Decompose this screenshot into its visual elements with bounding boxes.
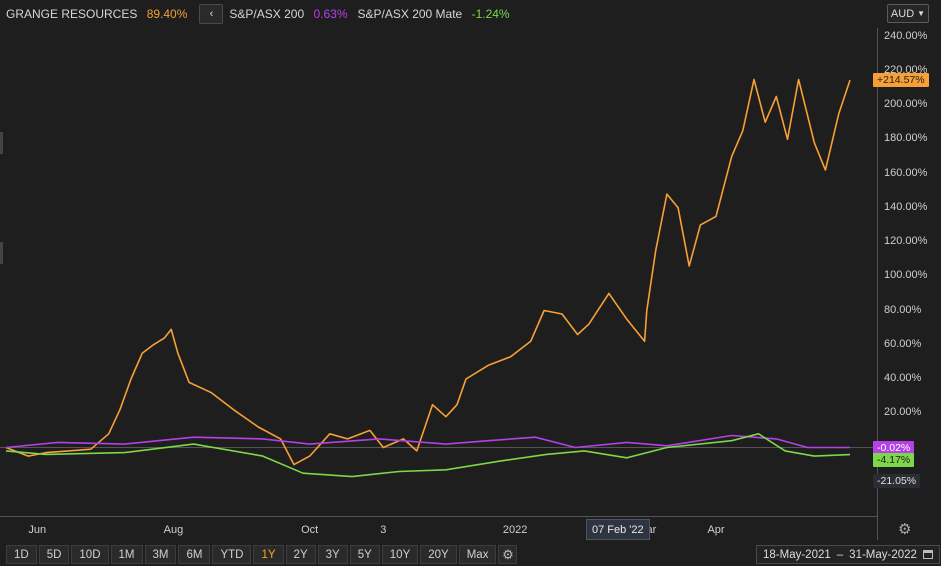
date-range-start: 18-May-2021	[763, 548, 831, 561]
date-range-separator: –	[836, 548, 844, 561]
x-tick-label: 3	[380, 524, 387, 536]
legend-name: GRANGE RESOURCES	[6, 7, 138, 21]
range-button-3m[interactable]: 3M	[144, 545, 177, 564]
legend: GRANGE RESOURCES 89.40% ‹ S&P/ASX 200 0.…	[6, 3, 510, 25]
x-tick-label: Aug	[163, 524, 184, 536]
crosshair-date-label: 07 Feb '22	[586, 519, 650, 540]
x-tick-label: Jun	[28, 524, 47, 536]
value-badge: -21.05%	[873, 474, 921, 488]
range-button-10d[interactable]: 10D	[71, 545, 109, 564]
legend-value: -1.24%	[471, 7, 510, 21]
y-axis-line	[877, 28, 878, 540]
range-button-5d[interactable]: 5D	[38, 545, 70, 564]
range-button-ytd[interactable]: YTD	[212, 545, 252, 564]
legend-item-grange[interactable]: GRANGE RESOURCES 89.40%	[6, 7, 187, 21]
series-layer	[5, 78, 851, 478]
range-button-1y[interactable]: 1Y	[253, 545, 284, 564]
range-button-2y[interactable]: 2Y	[285, 545, 316, 564]
range-button-1m[interactable]: 1M	[110, 545, 143, 564]
range-button-6m[interactable]: 6M	[178, 545, 211, 564]
currency-select[interactable]: AUD ▼	[887, 4, 929, 23]
legend-value: 0.63%	[313, 7, 348, 21]
y-tick-label: 180.00%	[884, 132, 928, 145]
legend-item-asx200-materials[interactable]: S&P/ASX 200 Mate -1.24%	[358, 7, 510, 21]
legend-value: 89.40%	[146, 7, 188, 21]
y-tick-label: 60.00%	[884, 337, 922, 350]
legend-item-asx200[interactable]: S&P/ASX 200 0.63%	[229, 7, 347, 21]
range-selector: 1D 5D 10D 1M 3M 6M YTD 1Y 2Y 3Y 5Y 10Y 20Y Max ⚙	[6, 545, 518, 564]
y-tick-label: 240.00%	[884, 29, 928, 42]
y-tick-label: 20.00%	[884, 406, 922, 419]
range-button-10y[interactable]: 10Y	[381, 545, 419, 564]
currency-label: AUD	[890, 7, 915, 20]
value-badge: -0.02%	[873, 440, 915, 455]
y-tick-label: 160.00%	[884, 166, 928, 179]
chart-plot[interactable]	[0, 0, 877, 516]
y-tick-label: 140.00%	[884, 200, 928, 213]
range-button-3y[interactable]: 3Y	[317, 545, 348, 564]
y-tick-label: 100.00%	[884, 269, 928, 282]
chevron-left-icon[interactable]: ‹	[199, 4, 224, 24]
y-tick-label: 80.00%	[884, 303, 922, 316]
value-badge: +214.57%	[873, 73, 929, 88]
date-range-end: 31-May-2022	[849, 548, 917, 561]
calendar-icon	[922, 550, 933, 559]
range-button-1d[interactable]: 1D	[6, 545, 37, 564]
y-tick-label: 220.00%	[884, 63, 928, 76]
range-button-20y[interactable]: 20Y	[420, 545, 457, 564]
left-edge-handle[interactable]	[0, 242, 3, 264]
legend-name: S&P/ASX 200 Mate	[357, 7, 463, 21]
series-line-0	[5, 78, 851, 466]
chevron-down-icon: ▼	[917, 9, 926, 18]
legend-name: S&P/ASX 200	[229, 7, 305, 21]
y-tick-label: 40.00%	[884, 372, 922, 385]
gear-icon[interactable]: ⚙	[498, 545, 518, 564]
x-axis-line	[0, 516, 877, 517]
range-button-max[interactable]: Max	[458, 545, 497, 564]
left-edge-handle[interactable]	[0, 132, 3, 154]
series-line-2	[5, 432, 851, 478]
x-tick-label: Oct	[301, 524, 319, 536]
value-badge: -4.17%	[873, 453, 915, 467]
date-range-picker[interactable]: 18-May-2021 – 31-May-2022	[756, 545, 940, 564]
y-tick-label: 200.00%	[884, 98, 928, 111]
range-button-5y[interactable]: 5Y	[349, 545, 380, 564]
gear-icon[interactable]: ⚙	[898, 521, 912, 538]
y-tick-label: 120.00%	[884, 235, 928, 248]
x-tick-label: Apr	[707, 524, 725, 536]
x-tick-label: 2022	[502, 524, 528, 536]
